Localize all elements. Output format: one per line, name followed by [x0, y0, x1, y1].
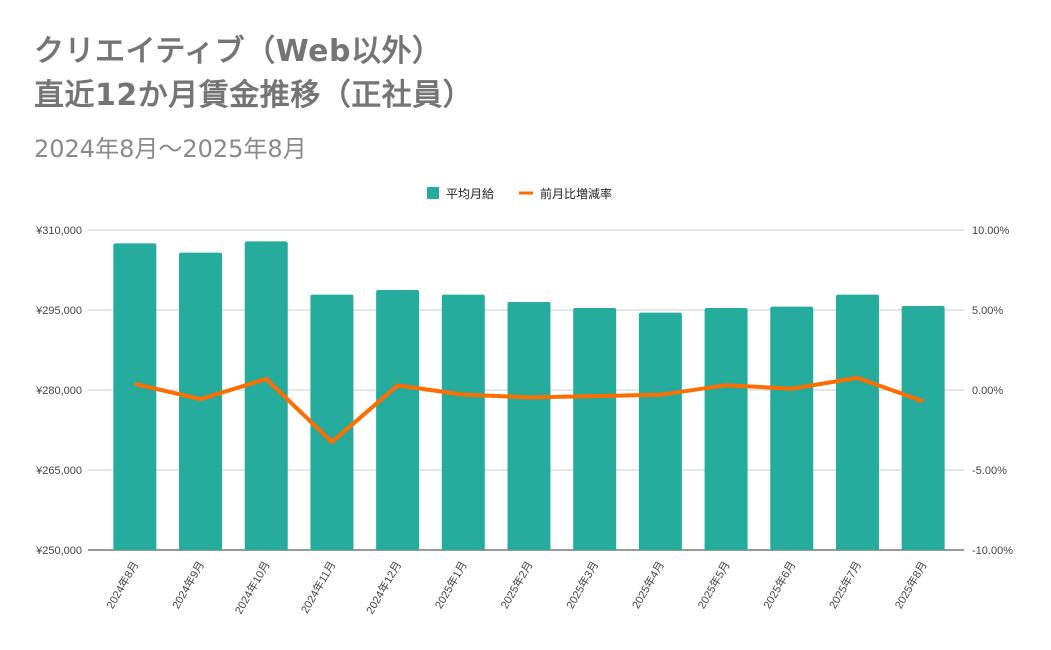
right-axis-tick-label: -10.00%	[972, 545, 1013, 557]
bar	[113, 243, 157, 551]
chart-subtitle: 2024年8月～2025年8月	[34, 135, 307, 163]
right-axis-tick-label: 10.00%	[972, 225, 1010, 237]
bar	[244, 241, 288, 551]
bar	[573, 308, 617, 550]
chart-title: クリエイティブ（Web以外） 直近12か月賃金推移（正社員）	[34, 30, 473, 118]
left-axis-tick-label: ¥295,000	[35, 305, 82, 317]
bar	[835, 294, 879, 550]
bar	[441, 294, 485, 550]
x-axis-tick-label: 2025年7月	[826, 559, 864, 612]
right-axis-tick-label: -5.00%	[972, 465, 1007, 477]
x-axis-tick-label: 2024年8月	[103, 559, 141, 612]
legend: 平均月給 前月比増減率	[427, 186, 612, 201]
bar	[770, 306, 814, 550]
legend-label-line: 前月比増減率	[540, 186, 612, 201]
x-axis-tick-label: 2025年1月	[431, 559, 469, 612]
x-axis-tick-label: 2025年2月	[497, 559, 535, 612]
legend-swatch-bar	[427, 187, 439, 199]
chart-title-line-1: クリエイティブ（Web以外）	[34, 34, 443, 69]
bar	[638, 312, 682, 550]
bar	[507, 302, 551, 550]
x-axis-tick-label: 2024年10月	[231, 559, 272, 617]
bar	[179, 252, 223, 550]
x-axis-tick-label: 2025年3月	[563, 559, 601, 612]
chart-title-line-2: 直近12か月賃金推移（正社員）	[34, 78, 474, 113]
x-axis-tick-label: 2024年12月	[363, 559, 404, 617]
x-axis-tick-label: 2025年5月	[694, 559, 732, 612]
left-axis-tick-label: ¥265,000	[35, 465, 82, 477]
bar	[901, 306, 945, 550]
x-axis-tick-label: 2025年6月	[760, 559, 798, 612]
left-axis-tick-label: ¥310,000	[35, 225, 82, 237]
x-axis-tick-label: 2025年8月	[891, 559, 929, 612]
x-axis-tick-label: 2024年9月	[169, 559, 207, 612]
x-axis-tick-label: 2024年11月	[297, 559, 338, 616]
bar	[310, 294, 354, 550]
legend-label-bar: 平均月給	[446, 187, 494, 201]
x-axis-tick-label: 2025年4月	[629, 559, 667, 612]
left-axis-tick-label: ¥250,000	[35, 545, 82, 557]
bar	[704, 308, 748, 550]
left-axis-tick-label: ¥280,000	[35, 385, 82, 397]
bar	[376, 290, 420, 550]
right-axis-tick-label: 5.00%	[972, 305, 1003, 317]
right-axis-tick-label: 0.00%	[972, 385, 1003, 397]
